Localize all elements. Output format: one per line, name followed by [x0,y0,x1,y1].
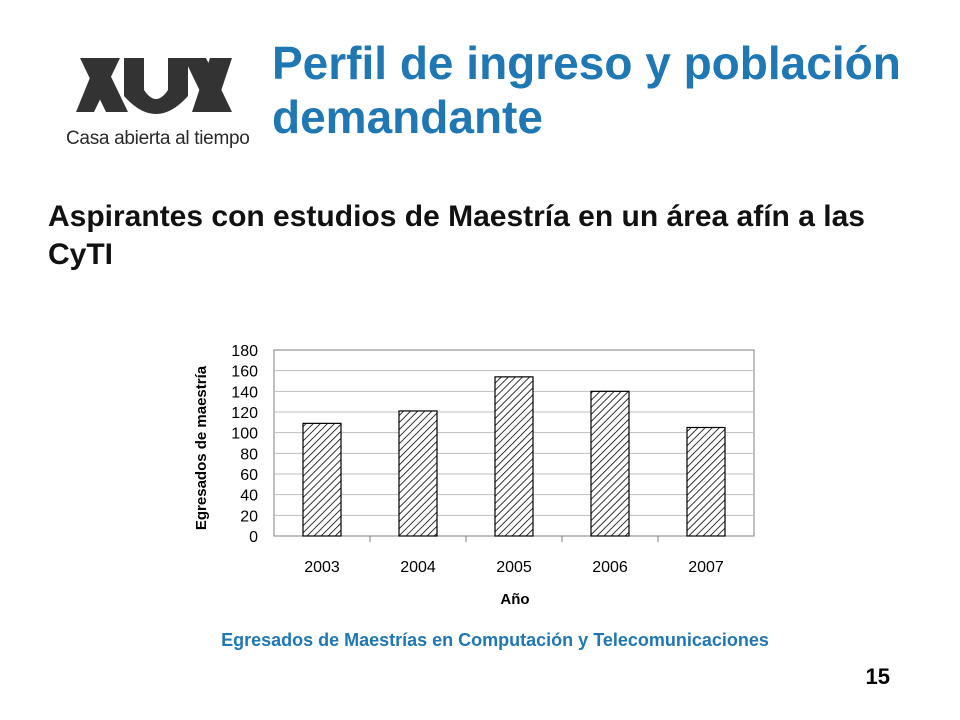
uam-logo: Casa abierta al tiempo [66,50,250,160]
y-tick-label: 20 [240,508,258,525]
page-title: Perfil de ingreso y población demandante [272,37,901,143]
uam-logo-icon [76,58,232,114]
bar-2007 [686,426,726,537]
y-tick-label: 100 [231,426,258,443]
chart-caption: Egresados de Maestrías en Computación y … [221,630,769,650]
y-tick-label: 120 [231,405,258,422]
x-tick-label: 2005 [496,559,532,576]
y-tick-label: 180 [231,343,258,360]
y-tick-label: 40 [240,488,258,505]
y-tick-label: 60 [240,467,258,484]
bar-chart-svg: 0 20 40 60 80 100 120 140 160 180 2003 2004 2005 2006… [193,343,755,608]
bar-2005 [494,376,534,537]
y-tick-label: 160 [231,364,258,381]
y-axis-label: Egresados de maestría [193,365,210,530]
x-tick-label: 2007 [688,559,724,576]
bar-chart: 0 20 40 60 80 100 120 140 160 180 2003 2004 2005 2006… [180,330,780,620]
y-tick-label: 80 [240,446,258,463]
bar-2006 [590,390,630,537]
slide-subtitle: Aspirantes con estudios de Maestría en u… [48,200,865,271]
x-tick-label: 2004 [400,559,436,576]
page-number: 15 [865,664,890,689]
x-axis-label: Año [500,591,529,608]
y-tick-label: 0 [249,529,258,546]
y-tick-label: 140 [231,384,258,401]
bar-2004 [398,410,438,537]
x-tick-label: 2003 [304,559,340,576]
bar-2003 [302,422,342,537]
logo-text: Casa abierta al tiempo [66,128,250,149]
x-tick-label: 2006 [592,559,628,576]
